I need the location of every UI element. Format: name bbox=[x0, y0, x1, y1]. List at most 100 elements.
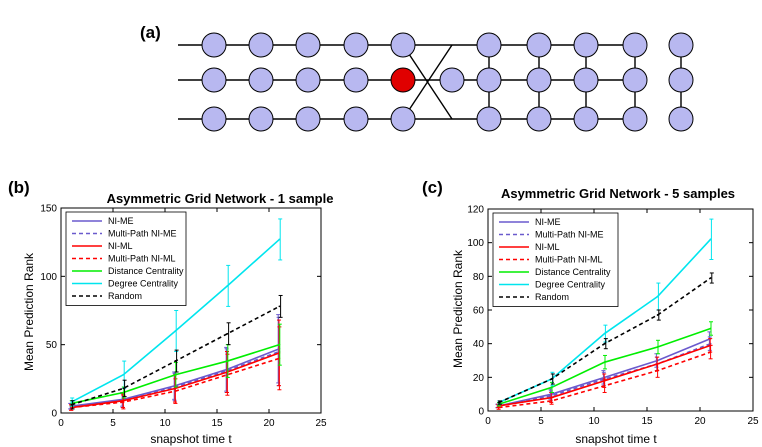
network-node bbox=[526, 32, 552, 58]
data-point-degree-centrality bbox=[174, 330, 177, 332]
network-nodes bbox=[201, 32, 694, 132]
legend-label: Multi-Path NI-ML bbox=[108, 254, 176, 264]
bridge-node bbox=[439, 67, 465, 93]
network-node bbox=[295, 106, 321, 132]
data-point-random bbox=[174, 360, 177, 362]
network-node bbox=[526, 106, 552, 132]
y-tick-label: 80 bbox=[473, 272, 485, 283]
x-tick-label: 10 bbox=[588, 416, 600, 427]
network-node bbox=[476, 106, 502, 132]
legend-label: NI-ML bbox=[108, 241, 133, 251]
data-point-degree-centrality bbox=[122, 373, 125, 376]
data-point-degree-centrality bbox=[709, 238, 712, 241]
y-tick-label: 50 bbox=[46, 340, 58, 351]
y-tick-label: 40 bbox=[473, 339, 485, 350]
y-tick-label: 120 bbox=[467, 205, 484, 216]
legend-label: Multi-Path NI-ME bbox=[108, 229, 177, 239]
x-tick-label: 20 bbox=[694, 416, 706, 427]
data-point-random bbox=[70, 403, 73, 406]
y-tick-label: 60 bbox=[473, 306, 485, 317]
data-point-random bbox=[709, 277, 712, 279]
legend-label: Distance Centrality bbox=[108, 266, 184, 276]
highlighted-node bbox=[390, 67, 416, 93]
y-axis-label: Mean Prediction Rank bbox=[451, 249, 465, 368]
x-tick-label: 15 bbox=[211, 418, 223, 429]
network-node bbox=[295, 32, 321, 58]
legend-label: Random bbox=[535, 292, 569, 302]
data-point-multi-path-ni-ml bbox=[497, 406, 500, 409]
data-point-distance-centrality bbox=[174, 373, 177, 376]
data-point-distance-centrality bbox=[656, 346, 659, 348]
y-tick-label: 100 bbox=[467, 238, 484, 249]
network-node bbox=[390, 106, 416, 132]
data-point-random bbox=[122, 387, 125, 390]
legend-label: Degree Centrality bbox=[108, 279, 179, 289]
data-point-degree-centrality bbox=[226, 285, 229, 287]
x-tick-label: 20 bbox=[263, 418, 275, 429]
legend-label: NI-ML bbox=[535, 242, 560, 252]
data-point-degree-centrality bbox=[70, 401, 73, 403]
y-tick-label: 0 bbox=[51, 409, 57, 420]
data-point-random bbox=[226, 332, 229, 335]
data-point-random bbox=[497, 401, 500, 404]
legend-label: Multi-Path NI-ME bbox=[535, 230, 604, 240]
network-node bbox=[295, 67, 321, 93]
network-node bbox=[248, 106, 274, 132]
data-point-distance-centrality bbox=[278, 343, 281, 346]
x-tick-label: 15 bbox=[641, 416, 653, 427]
data-point-multi-path-ni-ml bbox=[70, 406, 73, 409]
data-point-multi-path-ni-ml bbox=[709, 351, 712, 353]
data-point-distance-centrality bbox=[226, 360, 229, 362]
data-point-degree-centrality bbox=[278, 238, 281, 241]
network-node bbox=[622, 32, 648, 58]
grid-network-diagram bbox=[178, 32, 694, 132]
x-tick-label: 0 bbox=[485, 416, 491, 427]
panel-label-c: (c) bbox=[422, 178, 443, 197]
edge-cross-left-up bbox=[402, 44, 453, 120]
x-tick-label: 25 bbox=[315, 418, 327, 429]
data-point-distance-centrality bbox=[603, 361, 606, 364]
network-node bbox=[248, 67, 274, 93]
y-tick-label: 0 bbox=[478, 407, 484, 418]
network-node bbox=[248, 32, 274, 58]
network-node bbox=[476, 67, 502, 93]
network-node bbox=[390, 32, 416, 58]
data-point-degree-centrality bbox=[603, 332, 606, 335]
chart-title: Asymmetric Grid Network - 5 samples bbox=[501, 186, 735, 201]
legend-label: Degree Centrality bbox=[535, 280, 606, 290]
network-node bbox=[343, 67, 369, 93]
x-tick-label: 25 bbox=[747, 416, 759, 427]
x-axis-label: snapshot time t bbox=[575, 432, 657, 446]
network-node bbox=[201, 106, 227, 132]
legend-label: Random bbox=[108, 291, 142, 301]
y-tick-label: 150 bbox=[40, 204, 57, 215]
x-tick-label: 0 bbox=[58, 418, 64, 429]
data-point-multi-path-ni-ml bbox=[122, 401, 125, 403]
x-tick-label: 5 bbox=[538, 416, 544, 427]
chart-c: Asymmetric Grid Network - 5 samples snap… bbox=[451, 186, 759, 446]
network-node bbox=[573, 32, 599, 58]
network-node bbox=[622, 67, 648, 93]
y-tick-label: 100 bbox=[40, 272, 57, 283]
legend-label: Multi-Path NI-ML bbox=[535, 255, 603, 265]
data-point-random bbox=[603, 342, 606, 345]
network-node bbox=[476, 32, 502, 58]
data-point-multi-path-ni-ml bbox=[174, 390, 177, 393]
x-tick-label: 5 bbox=[110, 418, 116, 429]
network-node bbox=[201, 32, 227, 58]
network-node bbox=[343, 106, 369, 132]
panel-label-b: (b) bbox=[8, 178, 30, 197]
panel-label-a: (a) bbox=[140, 23, 161, 42]
data-point-random bbox=[656, 314, 659, 316]
data-point-random bbox=[550, 378, 553, 380]
network-node bbox=[668, 32, 694, 58]
y-axis-label: Mean Prediction Rank bbox=[22, 252, 36, 371]
y-tick-label: 20 bbox=[473, 373, 485, 384]
x-axis-label: snapshot time t bbox=[150, 432, 232, 446]
network-node bbox=[343, 32, 369, 58]
chart-title: Asymmetric Grid Network - 1 sample bbox=[107, 191, 334, 206]
legend-label: Distance Centrality bbox=[535, 267, 611, 277]
data-point-degree-centrality bbox=[656, 295, 659, 298]
x-tick-label: 10 bbox=[159, 418, 171, 429]
